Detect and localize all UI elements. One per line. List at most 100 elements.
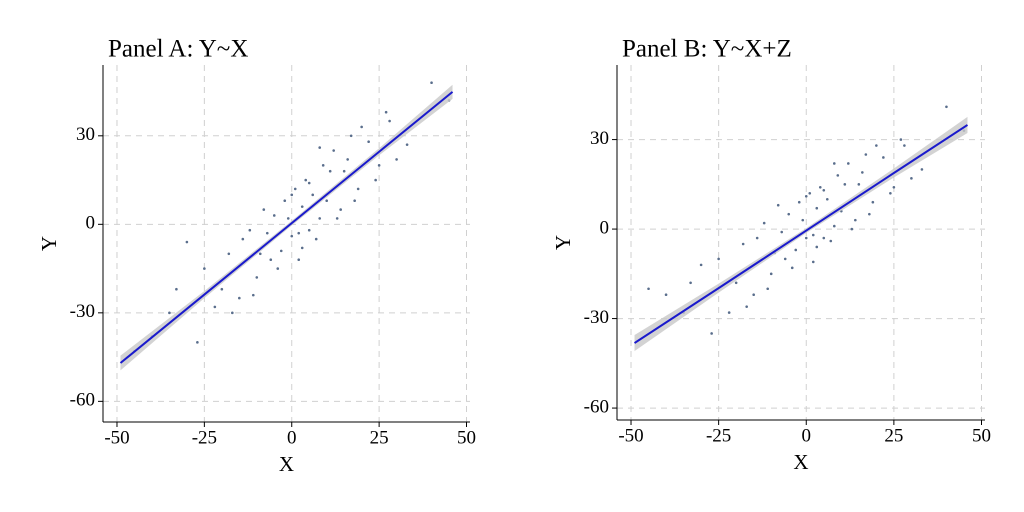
scatter-point	[794, 248, 798, 252]
scatter-point	[220, 287, 224, 291]
scatter-point	[251, 293, 255, 297]
scatter-point	[175, 287, 178, 291]
scatter-point	[360, 125, 363, 129]
y-axis-label: Y	[37, 236, 61, 251]
y-tick-label: -60	[584, 396, 609, 417]
scatter-point	[843, 183, 847, 186]
scatter-point	[300, 246, 304, 250]
scatter-point	[755, 236, 759, 240]
scatter-point	[727, 311, 731, 314]
scatter-point	[325, 199, 328, 203]
chart-title: Panel B: Y~X+Z	[622, 36, 792, 63]
scatter-point	[203, 267, 206, 270]
scatter-point	[185, 240, 189, 244]
y-tick-label: -60	[70, 390, 95, 411]
scatter-point	[871, 200, 875, 204]
scatter-point	[790, 266, 794, 270]
scatter-point	[815, 245, 819, 249]
scatter-point	[903, 144, 906, 147]
scatter-point	[854, 218, 857, 222]
scatter-point	[269, 258, 273, 262]
scatter-point	[374, 178, 377, 182]
scatter-point	[647, 287, 650, 291]
y-tick-label: 30	[590, 128, 609, 149]
scatter-point	[286, 217, 290, 220]
scatter-point	[258, 252, 262, 256]
scatter-point	[388, 119, 391, 123]
x-tick-label: 25	[370, 427, 389, 448]
scatter-point	[822, 236, 826, 240]
scatter-point	[231, 311, 234, 315]
scatter-point	[356, 187, 360, 191]
scatter-point	[832, 162, 836, 165]
scatter-point	[710, 332, 713, 335]
y-tick-label: -30	[70, 301, 95, 322]
x-axis-label: X	[279, 452, 294, 476]
scatter-point	[328, 169, 332, 173]
scatter-point	[318, 146, 322, 149]
scatter-point	[822, 188, 826, 192]
scatter-point	[797, 200, 801, 204]
x-tick-label: 50	[457, 427, 476, 448]
x-tick-label: 25	[884, 425, 903, 446]
scatter-point	[689, 281, 692, 285]
scatter-point	[335, 217, 339, 220]
scatter-point	[339, 208, 342, 211]
scatter-point	[290, 234, 294, 238]
scatter-point	[196, 341, 199, 344]
scatter-point	[882, 156, 885, 159]
x-tick-label: 0	[287, 427, 297, 448]
scatter-point	[829, 239, 833, 243]
scatter-point	[265, 231, 269, 235]
y-axis-label: Y	[551, 235, 575, 250]
y-tick-label: 0	[86, 213, 96, 234]
fit-line	[633, 124, 969, 344]
scatter-point	[238, 296, 241, 300]
x-tick-label: 50	[972, 425, 991, 446]
scatter-point	[349, 134, 353, 138]
fit-line	[119, 91, 454, 364]
scatter-point	[801, 218, 805, 222]
scatter-point	[332, 149, 335, 152]
scatter-point	[818, 186, 822, 189]
y-tick-label: -30	[584, 307, 609, 328]
scatter-point	[395, 158, 398, 161]
scatter-point	[762, 221, 766, 225]
scatter-point	[808, 191, 812, 195]
x-tick-label: -50	[618, 425, 643, 446]
scatter-point	[741, 242, 745, 246]
scatter-point	[377, 164, 381, 167]
scatter-point	[832, 224, 836, 228]
x-axis-label: X	[793, 450, 808, 474]
scatter-point	[945, 105, 948, 109]
x-tick-label: -25	[192, 427, 217, 448]
scatter-point	[836, 174, 840, 177]
scatter-point	[699, 263, 703, 267]
scatter-point	[300, 205, 304, 208]
scatter-point	[272, 214, 276, 217]
scatter-point	[776, 203, 780, 207]
scatter-point	[367, 140, 370, 144]
scatter-point	[857, 183, 861, 186]
x-tick-label: -25	[706, 425, 731, 446]
scatter-point	[307, 181, 311, 185]
scatter-point	[769, 272, 773, 276]
scatter-point	[783, 257, 787, 261]
x-tick-label: 0	[802, 425, 812, 446]
scatter-point	[825, 197, 829, 201]
scatter-point	[290, 193, 294, 197]
scatter-point	[864, 153, 868, 156]
scatter-point	[875, 144, 878, 147]
scatter-point	[766, 287, 770, 291]
scatter-point	[804, 194, 808, 198]
scatter-point	[227, 252, 231, 256]
chart-title: Panel A: Y~X	[108, 36, 248, 63]
scatter-point	[297, 231, 301, 235]
scatter-point	[868, 212, 871, 216]
scatter-point	[314, 237, 318, 241]
scatter-point	[745, 305, 748, 308]
scatter-point	[241, 237, 245, 241]
scatter-point	[213, 305, 217, 309]
